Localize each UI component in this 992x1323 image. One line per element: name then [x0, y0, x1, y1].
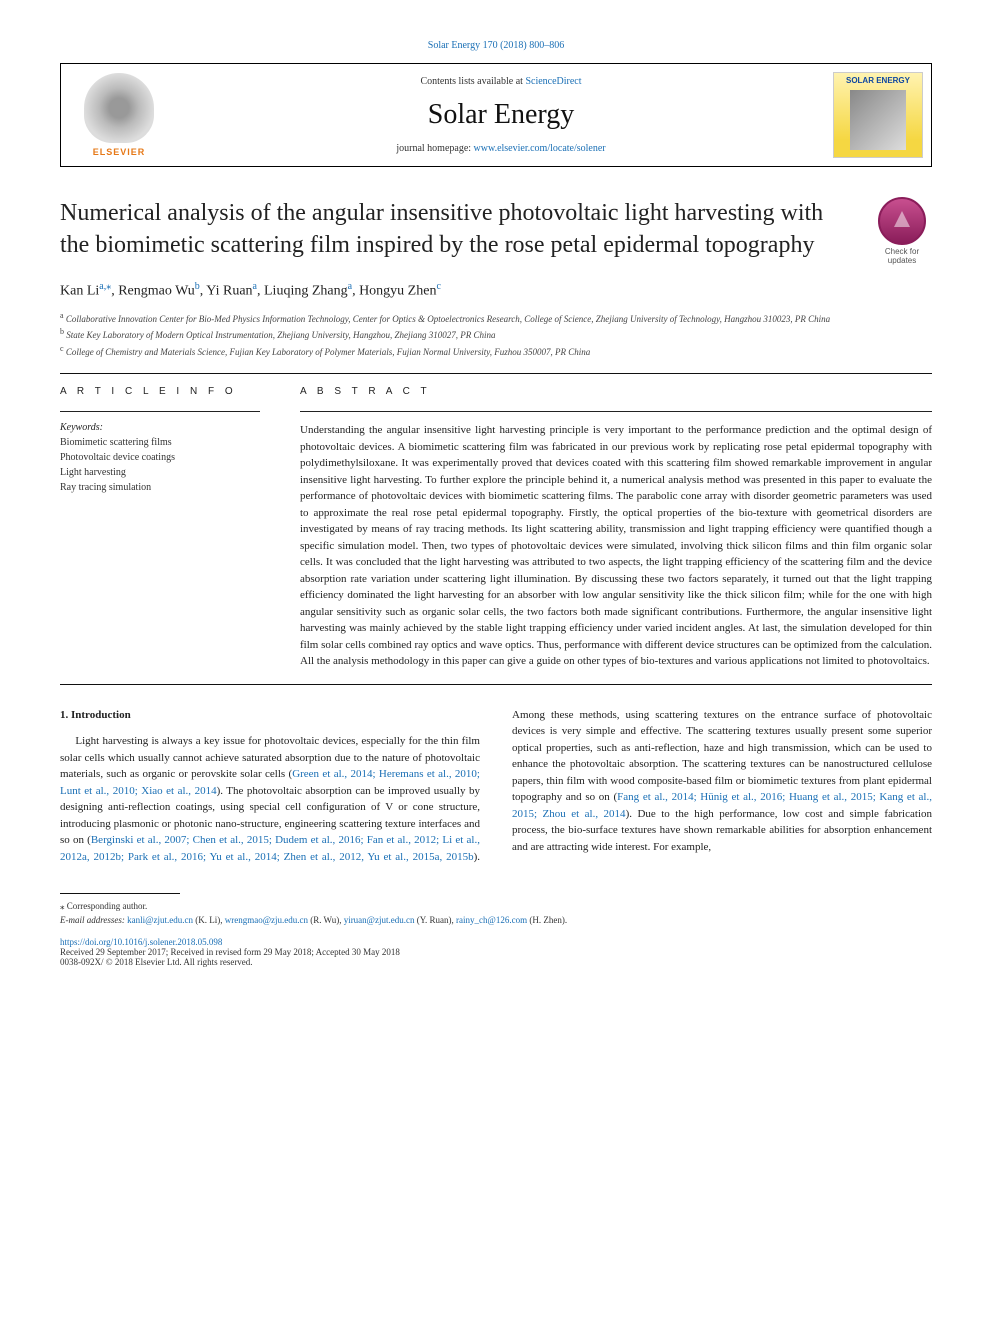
email-link[interactable]: kanli@zjut.edu.cn	[127, 915, 193, 925]
check-updates-badge[interactable]: Check for updates	[872, 197, 932, 265]
contents-line: Contents lists available at ScienceDirec…	[177, 76, 825, 87]
article-title: Numerical analysis of the angular insens…	[60, 197, 852, 262]
author-list: Kan Lia,⁎, Rengmao Wub, Yi Ruana, Liuqin…	[60, 281, 932, 300]
section-heading: 1. Introduction	[60, 707, 480, 724]
email-link[interactable]: rainy_ch@126.com	[456, 915, 527, 925]
email-line: E-mail addresses: kanli@zjut.edu.cn (K. …	[60, 914, 932, 928]
doi-link[interactable]: https://doi.org/10.1016/j.solener.2018.0…	[60, 937, 222, 947]
check-updates-label: Check for updates	[885, 247, 919, 265]
email-link[interactable]: wrengmao@zju.edu.cn	[225, 915, 308, 925]
cover-image-icon	[850, 90, 906, 150]
homepage-prefix: journal homepage:	[396, 143, 473, 154]
publisher-name: ELSEVIER	[93, 147, 146, 157]
check-updates-icon	[878, 197, 926, 245]
doi-line: https://doi.org/10.1016/j.solener.2018.0…	[60, 937, 932, 947]
divider	[60, 684, 932, 685]
sciencedirect-link[interactable]: ScienceDirect	[525, 76, 581, 87]
citation-header: Solar Energy 170 (2018) 800–806	[60, 40, 932, 51]
keyword-item: Light harvesting	[60, 465, 260, 480]
footnotes: ⁎ Corresponding author. E-mail addresses…	[60, 900, 932, 927]
publisher-logo: ELSEVIER	[61, 64, 177, 166]
journal-header-box: ELSEVIER Contents lists available at Sci…	[60, 63, 932, 167]
intro-paragraph: Light harvesting is always a key issue f…	[60, 707, 932, 866]
email-link[interactable]: yiruan@zjut.edu.cn	[344, 915, 415, 925]
keyword-item: Biomimetic scattering films	[60, 435, 260, 450]
affiliations: a Collaborative Innovation Center for Bi…	[60, 310, 932, 360]
abstract-text: Understanding the angular insensitive li…	[300, 422, 932, 670]
email-label: E-mail addresses:	[60, 915, 127, 925]
keyword-item: Ray tracing simulation	[60, 480, 260, 495]
elsevier-tree-icon	[84, 73, 154, 143]
header-center: Contents lists available at ScienceDirec…	[177, 64, 825, 166]
homepage-line: journal homepage: www.elsevier.com/locat…	[177, 143, 825, 154]
keywords-label: Keywords:	[60, 422, 260, 433]
journal-cover-thumb: SOLAR ENERGY	[833, 72, 923, 158]
abstract-column: A B S T R A C T Understanding the angula…	[300, 386, 932, 670]
received-line: Received 29 September 2017; Received in …	[60, 947, 932, 957]
citation-link[interactable]: Berginski et al., 2007; Chen et al., 201…	[60, 834, 480, 863]
cover-title: SOLAR ENERGY	[846, 77, 910, 86]
corresponding-author: ⁎ Corresponding author.	[60, 900, 932, 914]
abstract-divider	[300, 411, 932, 412]
citation-link[interactable]: Solar Energy 170 (2018) 800–806	[428, 40, 564, 51]
article-info-column: A R T I C L E I N F O Keywords: Biomimet…	[60, 386, 260, 670]
para-text: ). Among these methods, using scattering…	[474, 709, 932, 863]
footnote-divider	[60, 893, 180, 894]
keywords-list: Biomimetic scattering filmsPhotovoltaic …	[60, 435, 260, 495]
body-text: 1. Introduction Light harvesting is alwa…	[60, 707, 932, 866]
abstract-heading: A B S T R A C T	[300, 386, 932, 397]
contents-prefix: Contents lists available at	[420, 76, 525, 87]
divider	[60, 373, 932, 374]
info-divider	[60, 411, 260, 412]
keyword-item: Photovoltaic device coatings	[60, 450, 260, 465]
article-info-heading: A R T I C L E I N F O	[60, 386, 260, 397]
journal-name: Solar Energy	[177, 99, 825, 131]
copyright-line: 0038-092X/ © 2018 Elsevier Ltd. All righ…	[60, 957, 932, 967]
homepage-link[interactable]: www.elsevier.com/locate/solener	[474, 143, 606, 154]
